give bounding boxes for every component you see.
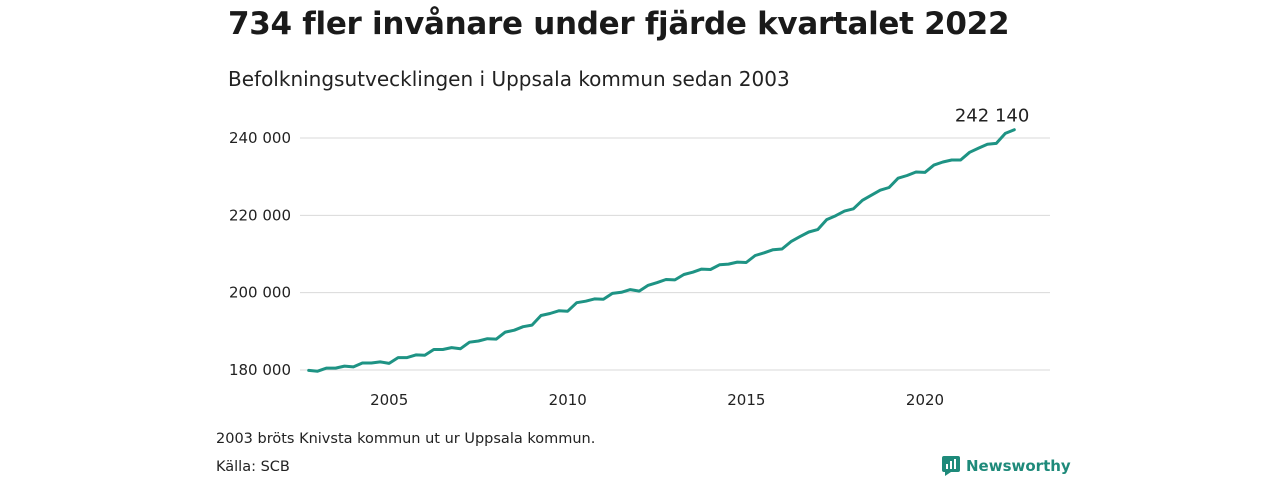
chart-subtitle: Befolkningsutvecklingen i Uppsala kommun… <box>228 67 790 91</box>
x-tick-label: 2015 <box>727 391 765 409</box>
series-layer <box>307 128 1016 373</box>
y-tick-label: 220 000 <box>229 206 291 224</box>
y-tick-label: 240 000 <box>229 129 291 147</box>
x-tick-label: 2005 <box>370 391 408 409</box>
end-value-label: 242 140 <box>955 106 1029 127</box>
annotation-layer: 242 140 <box>955 106 1029 127</box>
x-tick-label: 2020 <box>906 391 944 409</box>
y-axis: 180 000 200 000 220 000 240 000 <box>229 129 291 379</box>
series-line <box>307 128 1016 373</box>
y-tick-label: 200 000 <box>229 284 291 302</box>
grid-lines <box>300 137 1050 371</box>
newsworthy-logo-icon <box>942 456 960 476</box>
brand-logo: Newsworthy <box>942 456 1071 476</box>
line-chart: 180 000 200 000 220 000 240 000 2005 2010 201… <box>229 106 1050 409</box>
y-tick-label: 180 000 <box>229 361 291 379</box>
chart-title: 734 fler invånare under fjärde kvartalet… <box>228 6 1010 42</box>
brand-name: Newsworthy <box>966 457 1071 475</box>
x-axis: 2005 2010 2015 2020 <box>370 391 944 409</box>
footnote: 2003 bröts Knivsta kommun ut ur Uppsala … <box>216 431 596 447</box>
source-label: Källa: SCB <box>216 459 290 475</box>
x-tick-label: 2010 <box>549 391 587 409</box>
